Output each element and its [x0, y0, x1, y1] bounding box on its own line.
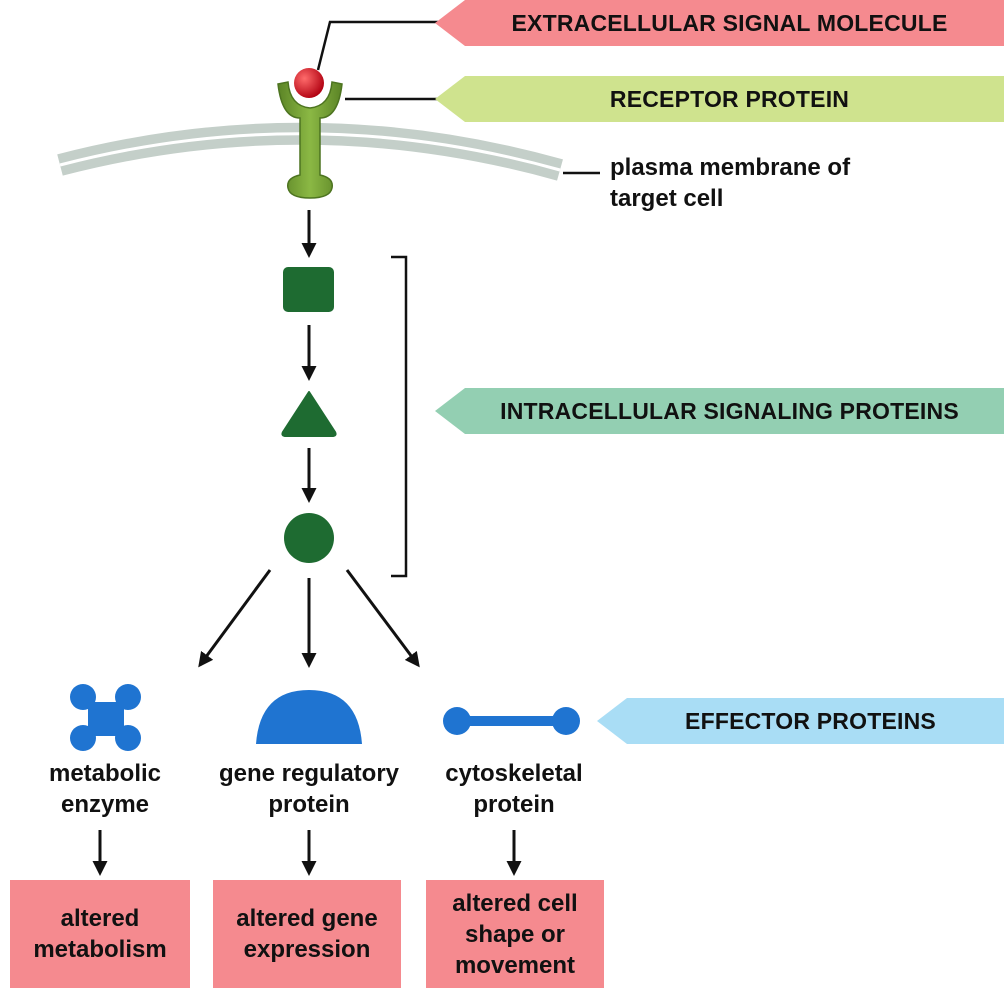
- altered-gene-expression-text: altered gene expression: [236, 905, 378, 963]
- cytoskeletal-protein-label: cytoskeletal protein: [445, 760, 583, 818]
- signal-leader-line: [316, 20, 438, 71]
- intracellular-bracket: [391, 255, 408, 578]
- receptor-protein-text: RECEPTOR PROTEIN: [609, 85, 850, 112]
- extracellular-signal-text: EXTRACELLULAR SIGNAL MOLECULE: [511, 9, 948, 36]
- effector-proteins-text: EFFECTOR PROTEINS: [685, 707, 936, 734]
- receptor-protein-banner: RECEPTOR PROTEIN: [435, 76, 1004, 122]
- altered-metabolism-box: altered metabolism: [10, 880, 190, 988]
- gene-regulatory-protein-icon: [256, 690, 362, 744]
- metabolic-enzyme-icon: [70, 684, 141, 751]
- leader-lines: [316, 20, 600, 175]
- plasma-membrane-label: plasma membrane of target cell: [610, 154, 851, 212]
- intracellular-square-icon: [283, 267, 334, 312]
- intracellular-triangle-icon: [281, 391, 337, 437]
- cytoskeletal-protein-icon: [443, 707, 580, 735]
- intracellular-circle-icon: [284, 513, 334, 563]
- intracellular-signaling-text: INTRACELLULAR SIGNALING PROTEINS: [500, 397, 959, 424]
- gene-regulatory-protein-label: gene regulatory protein: [218, 760, 400, 818]
- metabolic-enzyme-label: metabolic enzyme: [48, 760, 162, 818]
- altered-metabolism-text: altered metabolism: [33, 905, 167, 963]
- signal-molecule-icon: [294, 68, 324, 98]
- intracellular-signaling-banner: INTRACELLULAR SIGNALING PROTEINS: [435, 388, 1004, 434]
- arrow-circle-to-enzyme: [198, 569, 272, 668]
- altered-cell-shape-text: altered cell shape or movement: [452, 889, 578, 979]
- altered-gene-expression-box: altered gene expression: [213, 880, 401, 988]
- altered-cell-shape-box: altered cell shape or movement: [426, 880, 604, 988]
- cascade-arrows: [92, 210, 522, 876]
- arrow-circle-to-cyto: [345, 569, 420, 668]
- effector-proteins-banner: EFFECTOR PROTEINS: [597, 698, 1004, 744]
- extracellular-signal-banner: EXTRACELLULAR SIGNAL MOLECULE: [435, 0, 1004, 46]
- receptor-protein-icon: [277, 81, 343, 199]
